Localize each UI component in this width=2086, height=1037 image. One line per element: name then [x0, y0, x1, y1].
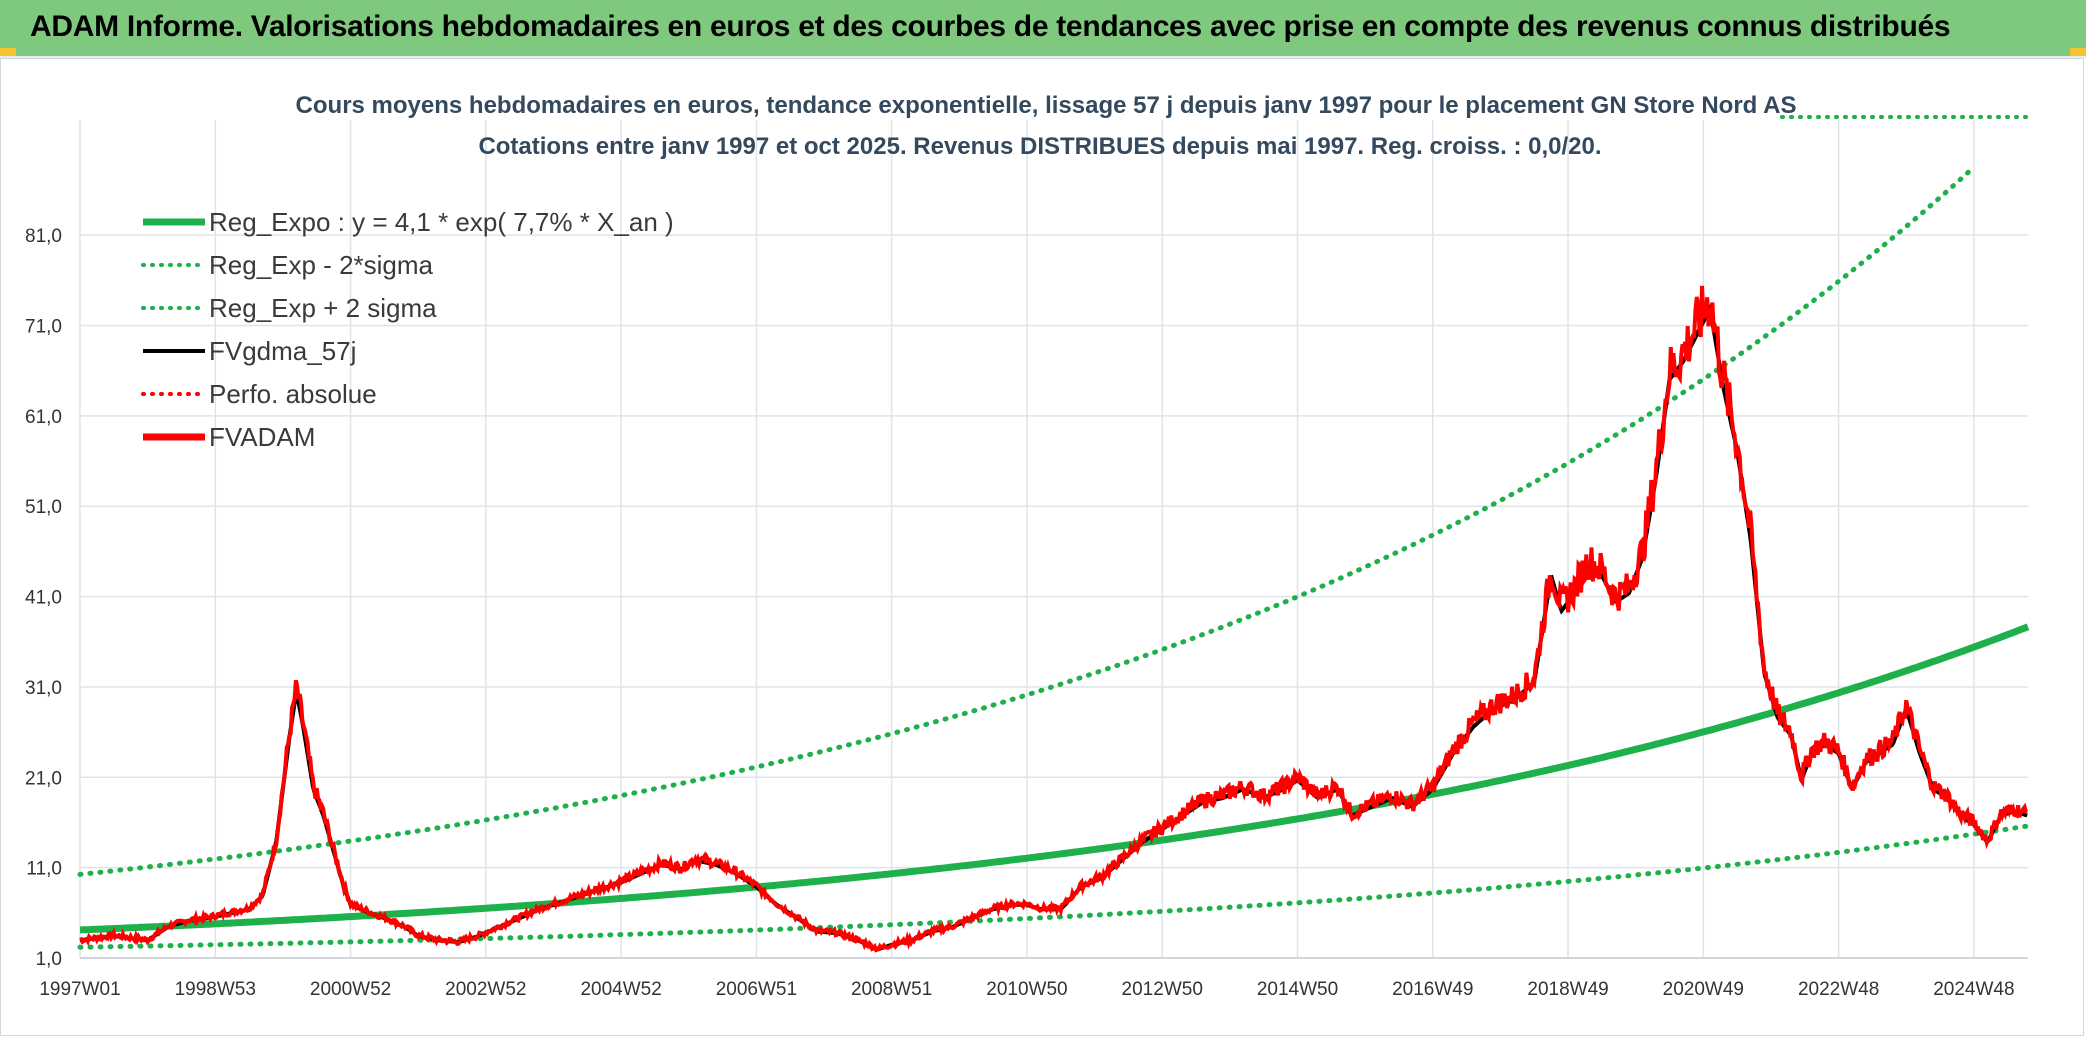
- y-tick-label: 51,0: [25, 497, 62, 518]
- y-tick-label: 11,0: [26, 859, 62, 880]
- legend-label: Perfo. absolue: [209, 379, 377, 409]
- y-tick-label: 71,0: [25, 317, 62, 338]
- y-tick-label: 1,0: [36, 949, 62, 970]
- y-tick-label: 61,0: [25, 407, 62, 428]
- x-tick-label: 2000W52: [310, 979, 391, 1000]
- chart-frame: [0, 58, 2084, 1036]
- page-title: ADAM Informe. Valorisations hebdomadaire…: [30, 10, 1951, 43]
- x-tick-label: 2012W50: [1122, 979, 1203, 1000]
- grid-layer: [79, 120, 2028, 959]
- y-tick-label: 81,0: [25, 226, 62, 247]
- x-tick-label: 2016W49: [1392, 979, 1473, 1000]
- x-tick-label: 2002W52: [445, 979, 526, 1000]
- legend-label: Reg_Exp + 2 sigma: [209, 293, 437, 323]
- x-tick-label: 2022W48: [1798, 979, 1879, 1000]
- x-tick-label: 2006W51: [716, 979, 797, 1000]
- series-upper-band: [77, 167, 1973, 877]
- x-tick-label: 2008W51: [851, 979, 932, 1000]
- legend-label: Reg_Expo : y = 4,1 * exp( 7,7% * X_an ): [209, 207, 674, 237]
- y-tick-label: 41,0: [25, 588, 62, 609]
- x-tick-label: 2018W49: [1527, 979, 1608, 1000]
- x-tick-label: 1997W01: [39, 979, 120, 1000]
- x-tick-label: 2010W50: [986, 979, 1067, 1000]
- tick-label-layer: 1,0 11,0 21,0 31,0 41,0 51,0 61,0 71,0 81,0 1997W…: [25, 226, 2015, 1000]
- legend: Reg_Expo : y = 4,1 * exp( 7,7% * X_an ) R…: [141, 207, 674, 452]
- x-tick-label: 2014W50: [1257, 979, 1338, 1000]
- x-tick-label: 2020W49: [1663, 979, 1744, 1000]
- header-banner: ADAM Informe. Valorisations hebdomadaire…: [0, 0, 2086, 58]
- series-lower-band: [77, 823, 2031, 950]
- series-price: [79, 285, 2029, 953]
- y-tick-label: 21,0: [25, 768, 62, 789]
- series-layer: [77, 115, 2031, 953]
- series-regression: [79, 623, 2030, 934]
- legend-label: Reg_Exp - 2*sigma: [209, 250, 434, 280]
- x-tick-label: 2004W52: [580, 979, 661, 1000]
- banner-corner-left: [0, 48, 16, 56]
- chart-subtitle: Cotations entre janv 1997 et oct 2025. R…: [478, 133, 1601, 160]
- chart-title: Cours moyens hebdomadaires en euros, ten…: [296, 92, 1797, 119]
- banner-corner-right: [2070, 48, 2086, 56]
- x-tick-label: 1998W53: [175, 979, 256, 1000]
- legend-label: FVgdma_57j: [209, 336, 356, 366]
- legend-label: FVADAM: [209, 422, 315, 452]
- x-tick-label: 2024W48: [1933, 979, 2014, 1000]
- y-tick-label: 31,0: [25, 678, 62, 699]
